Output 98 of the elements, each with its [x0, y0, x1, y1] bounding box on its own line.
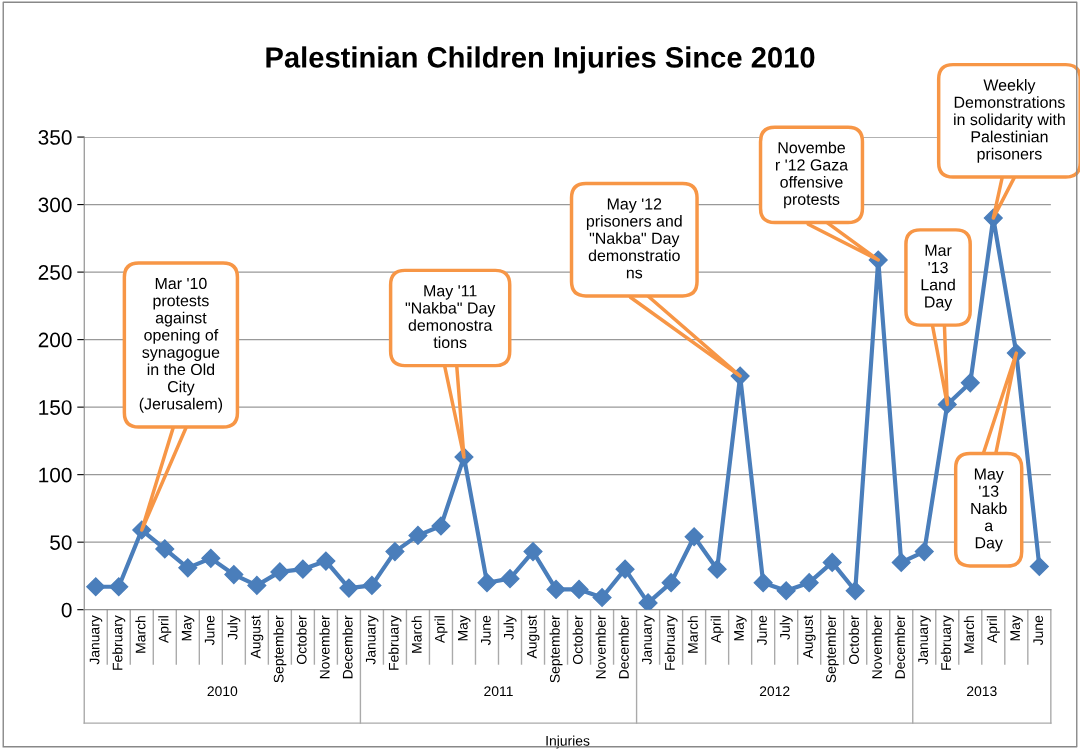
x-tick-label: April: [434, 616, 448, 643]
x-tick-label: April: [986, 616, 1000, 643]
point: [615, 559, 635, 579]
x-tick-label: October: [848, 615, 859, 664]
text: 2013: [967, 686, 997, 697]
x-tick-label: May: [181, 615, 195, 641]
point: [293, 559, 313, 579]
point: [891, 552, 911, 572]
x-tick-label: December: [618, 615, 629, 679]
x-tick-label: September: [825, 615, 839, 683]
point: [408, 525, 428, 545]
annotation: May '13 Nakb a Day: [971, 468, 1007, 552]
x-tick-label: June: [757, 615, 767, 646]
x-tick-label: June: [204, 615, 215, 646]
y-tick-label: 100: [39, 467, 72, 483]
point: [638, 593, 658, 610]
x-tick-label: August: [250, 615, 264, 659]
chart-title: Palestinian Children Injuries Since 2010: [266, 46, 815, 74]
x-tick-label: March: [411, 616, 422, 653]
x-tick-label: April: [158, 616, 172, 643]
x-tick-label: August: [803, 615, 816, 659]
annotation: Mar '13 Land Day: [921, 244, 955, 311]
x-axis-title: Injuries: [546, 735, 590, 749]
point: [178, 558, 198, 578]
point: [546, 579, 566, 599]
y-tick-label: 200: [38, 332, 72, 348]
point: [914, 542, 934, 562]
y-tick-label: 250: [38, 265, 72, 280]
x-tick-label: August: [527, 615, 540, 659]
annotation: Mar '10 protests against opening of synagogue in the Old City (Jerusalem): [139, 277, 223, 413]
point: [523, 542, 543, 562]
point: [799, 573, 819, 593]
point: [339, 578, 359, 598]
x-tick-label: March: [963, 616, 975, 653]
text: 2010: [207, 686, 238, 697]
point: [684, 527, 704, 547]
x-tick-label: January: [89, 615, 103, 665]
y-tick-label: 300: [38, 197, 72, 213]
x-tick-label: February: [388, 615, 402, 670]
x-tick-label: May: [1010, 615, 1023, 641]
y-tick-label: 350: [38, 130, 72, 145]
x-tick-label: March: [135, 616, 146, 653]
point: [201, 548, 221, 568]
point: [86, 577, 106, 597]
point: [477, 573, 497, 593]
x-tick-label: November: [871, 615, 882, 679]
y-tick-label: 150: [39, 400, 72, 415]
x-tick-label: June: [1033, 615, 1044, 646]
point: [661, 573, 681, 593]
annotation: Novembe r '12 Gaza offensive protests: [775, 141, 849, 209]
x-tick-label: July: [779, 615, 793, 640]
x-tick-label: April: [710, 616, 724, 643]
text: 2012: [759, 686, 790, 697]
x-tick-label: October: [572, 615, 583, 664]
x-tick-label: November: [319, 615, 330, 679]
x-tick-label: January: [365, 615, 379, 665]
point: [247, 575, 267, 595]
point: [385, 542, 405, 562]
x-tick-label: November: [595, 615, 606, 679]
x-tick-label: December: [894, 615, 905, 679]
x-tick-label: February: [664, 615, 678, 670]
x-tick-label: October: [296, 615, 307, 664]
point: [316, 551, 336, 571]
point: [960, 373, 980, 393]
point: [707, 559, 727, 579]
point: [845, 581, 865, 601]
point: [776, 581, 796, 601]
point: [500, 569, 520, 589]
x-tick-label: January: [642, 615, 655, 665]
x-tick-label: June: [481, 615, 491, 646]
y-tick-label: 0: [61, 602, 72, 618]
point: [270, 562, 290, 582]
point: [592, 587, 612, 608]
point: [753, 573, 773, 593]
point: [431, 516, 451, 536]
annotation: Weekly Demonstrations in solidarity with Palestinian prisoners: [954, 79, 1065, 163]
x-tick-label: September: [549, 615, 563, 683]
x-tick-label: January: [918, 615, 931, 665]
point: [224, 565, 244, 585]
point: [822, 552, 842, 572]
text: 2011: [484, 686, 513, 697]
x-tick-label: February: [940, 615, 954, 670]
annotation: May '12 prisoners and "Nakba" Day demonstratio ns: [586, 198, 682, 279]
point: [1029, 556, 1049, 577]
x-tick-label: May: [734, 615, 747, 641]
x-tick-label: September: [273, 615, 287, 683]
point: [362, 575, 382, 595]
x-tick-label: May: [458, 615, 471, 641]
x-tick-label: July: [227, 615, 241, 640]
x-tick-label: March: [687, 616, 698, 653]
point: [569, 579, 589, 599]
point: [109, 577, 129, 597]
annotation: May '11 "Nakba" Day demonostra tions: [405, 285, 496, 349]
y-tick-label: 50: [50, 535, 72, 550]
x-tick-label: July: [503, 615, 517, 640]
point: [155, 539, 175, 559]
x-tick-label: February: [112, 615, 126, 670]
x-tick-label: December: [342, 615, 353, 679]
